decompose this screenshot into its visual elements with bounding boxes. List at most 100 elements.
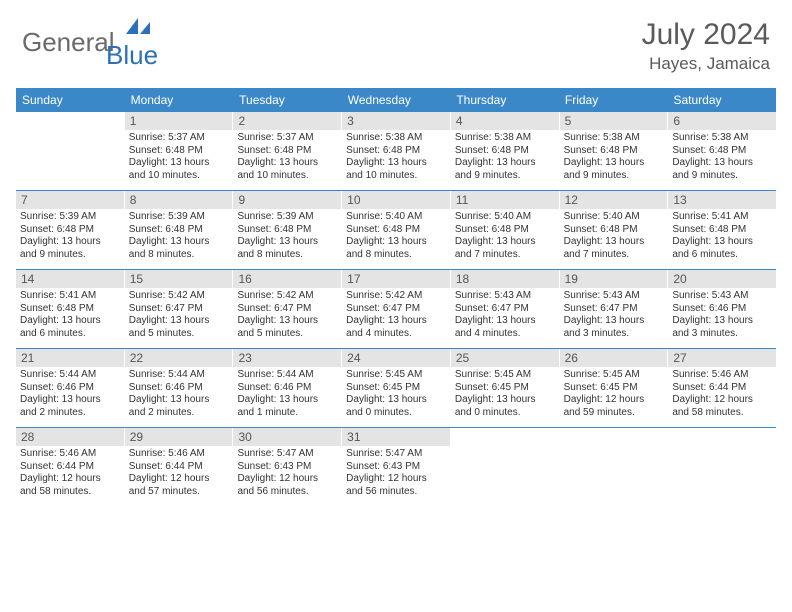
calendar-cell <box>450 428 559 506</box>
sunrise-text: Sunrise: 5:42 AM <box>237 290 337 303</box>
sunrise-text: Sunrise: 5:47 AM <box>346 448 446 461</box>
calendar-week-row: 14Sunrise: 5:41 AMSunset: 6:48 PMDayligh… <box>16 269 776 348</box>
calendar-cell: 2Sunrise: 5:37 AMSunset: 6:48 PMDaylight… <box>232 112 341 190</box>
daylight-text-2: and 58 minutes. <box>20 486 120 499</box>
location-subtitle: Hayes, Jamaica <box>642 54 770 74</box>
day-number: 12 <box>560 191 668 209</box>
calendar-cell: 3Sunrise: 5:38 AMSunset: 6:48 PMDaylight… <box>341 112 450 190</box>
daylight-text-1: Daylight: 13 hours <box>20 236 120 249</box>
sunrise-text: Sunrise: 5:44 AM <box>129 369 229 382</box>
calendar-cell: 5Sunrise: 5:38 AMSunset: 6:48 PMDaylight… <box>559 112 668 190</box>
day-number: 11 <box>451 191 559 209</box>
daylight-text-2: and 8 minutes. <box>346 249 446 262</box>
daylight-text-1: Daylight: 13 hours <box>129 236 229 249</box>
daylight-text-2: and 5 minutes. <box>129 328 229 341</box>
day-number: 14 <box>16 270 124 288</box>
calendar-cell: 16Sunrise: 5:42 AMSunset: 6:47 PMDayligh… <box>232 270 341 348</box>
day-number: 15 <box>125 270 233 288</box>
daylight-text-2: and 56 minutes. <box>237 486 337 499</box>
calendar: Sunday Monday Tuesday Wednesday Thursday… <box>16 88 776 506</box>
weekday-header-row: Sunday Monday Tuesday Wednesday Thursday… <box>16 88 776 112</box>
calendar-week-row: 21Sunrise: 5:44 AMSunset: 6:46 PMDayligh… <box>16 348 776 427</box>
daylight-text-1: Daylight: 12 hours <box>564 394 664 407</box>
sunset-text: Sunset: 6:45 PM <box>455 382 555 395</box>
day-details: Sunrise: 5:40 AMSunset: 6:48 PMDaylight:… <box>342 209 450 265</box>
daylight-text-1: Daylight: 13 hours <box>455 394 555 407</box>
day-number: 23 <box>233 349 341 367</box>
sunset-text: Sunset: 6:48 PM <box>20 224 120 237</box>
sunrise-text: Sunrise: 5:38 AM <box>672 132 772 145</box>
daylight-text-2: and 7 minutes. <box>564 249 664 262</box>
day-details: Sunrise: 5:38 AMSunset: 6:48 PMDaylight:… <box>668 130 776 186</box>
daylight-text-1: Daylight: 13 hours <box>455 315 555 328</box>
sunset-text: Sunset: 6:45 PM <box>346 382 446 395</box>
calendar-cell: 30Sunrise: 5:47 AMSunset: 6:43 PMDayligh… <box>232 428 341 506</box>
sunset-text: Sunset: 6:48 PM <box>672 224 772 237</box>
day-details: Sunrise: 5:45 AMSunset: 6:45 PMDaylight:… <box>560 367 668 423</box>
day-number: 8 <box>125 191 233 209</box>
sunrise-text: Sunrise: 5:38 AM <box>455 132 555 145</box>
day-details: Sunrise: 5:44 AMSunset: 6:46 PMDaylight:… <box>125 367 233 423</box>
day-number: 10 <box>342 191 450 209</box>
sunrise-text: Sunrise: 5:47 AM <box>237 448 337 461</box>
calendar-cell: 13Sunrise: 5:41 AMSunset: 6:48 PMDayligh… <box>667 191 776 269</box>
day-number: 2 <box>233 112 341 130</box>
daylight-text-2: and 6 minutes. <box>20 328 120 341</box>
day-details: Sunrise: 5:41 AMSunset: 6:48 PMDaylight:… <box>668 209 776 265</box>
day-details: Sunrise: 5:42 AMSunset: 6:47 PMDaylight:… <box>233 288 341 344</box>
daylight-text-1: Daylight: 13 hours <box>564 315 664 328</box>
day-details: Sunrise: 5:39 AMSunset: 6:48 PMDaylight:… <box>233 209 341 265</box>
daylight-text-2: and 0 minutes. <box>455 407 555 420</box>
daylight-text-2: and 10 minutes. <box>346 170 446 183</box>
calendar-cell: 14Sunrise: 5:41 AMSunset: 6:48 PMDayligh… <box>16 270 124 348</box>
calendar-cell: 22Sunrise: 5:44 AMSunset: 6:46 PMDayligh… <box>124 349 233 427</box>
weekday-header: Saturday <box>667 88 776 112</box>
day-number: 25 <box>451 349 559 367</box>
brand-sail-icon <box>124 16 152 36</box>
sunrise-text: Sunrise: 5:41 AM <box>20 290 120 303</box>
day-details: Sunrise: 5:44 AMSunset: 6:46 PMDaylight:… <box>233 367 341 423</box>
brand-text-general: General <box>22 27 115 58</box>
day-details: Sunrise: 5:43 AMSunset: 6:46 PMDaylight:… <box>668 288 776 344</box>
day-details: Sunrise: 5:41 AMSunset: 6:48 PMDaylight:… <box>16 288 124 344</box>
daylight-text-2: and 1 minute. <box>237 407 337 420</box>
sunrise-text: Sunrise: 5:46 AM <box>129 448 229 461</box>
calendar-cell: 18Sunrise: 5:43 AMSunset: 6:47 PMDayligh… <box>450 270 559 348</box>
day-number: 16 <box>233 270 341 288</box>
sunset-text: Sunset: 6:46 PM <box>20 382 120 395</box>
sunset-text: Sunset: 6:46 PM <box>129 382 229 395</box>
daylight-text-2: and 10 minutes. <box>237 170 337 183</box>
page-header: General Blue July 2024 Hayes, Jamaica <box>0 0 792 82</box>
sunset-text: Sunset: 6:48 PM <box>346 145 446 158</box>
calendar-week-row: 28Sunrise: 5:46 AMSunset: 6:44 PMDayligh… <box>16 427 776 506</box>
daylight-text-1: Daylight: 13 hours <box>237 157 337 170</box>
day-details: Sunrise: 5:43 AMSunset: 6:47 PMDaylight:… <box>451 288 559 344</box>
sunset-text: Sunset: 6:48 PM <box>672 145 772 158</box>
sunset-text: Sunset: 6:44 PM <box>672 382 772 395</box>
sunset-text: Sunset: 6:47 PM <box>564 303 664 316</box>
day-details: Sunrise: 5:42 AMSunset: 6:47 PMDaylight:… <box>342 288 450 344</box>
sunset-text: Sunset: 6:43 PM <box>237 461 337 474</box>
daylight-text-2: and 5 minutes. <box>237 328 337 341</box>
calendar-cell: 31Sunrise: 5:47 AMSunset: 6:43 PMDayligh… <box>341 428 450 506</box>
sunset-text: Sunset: 6:48 PM <box>237 145 337 158</box>
sunrise-text: Sunrise: 5:43 AM <box>455 290 555 303</box>
day-number: 9 <box>233 191 341 209</box>
calendar-cell <box>559 428 668 506</box>
daylight-text-2: and 3 minutes. <box>672 328 772 341</box>
daylight-text-1: Daylight: 13 hours <box>20 394 120 407</box>
sunrise-text: Sunrise: 5:42 AM <box>129 290 229 303</box>
day-number: 18 <box>451 270 559 288</box>
sunrise-text: Sunrise: 5:44 AM <box>237 369 337 382</box>
sunset-text: Sunset: 6:46 PM <box>672 303 772 316</box>
day-details: Sunrise: 5:39 AMSunset: 6:48 PMDaylight:… <box>125 209 233 265</box>
day-number: 17 <box>342 270 450 288</box>
calendar-cell: 23Sunrise: 5:44 AMSunset: 6:46 PMDayligh… <box>232 349 341 427</box>
sunrise-text: Sunrise: 5:38 AM <box>564 132 664 145</box>
sunrise-text: Sunrise: 5:43 AM <box>564 290 664 303</box>
sunrise-text: Sunrise: 5:42 AM <box>346 290 446 303</box>
daylight-text-1: Daylight: 13 hours <box>20 315 120 328</box>
daylight-text-2: and 7 minutes. <box>455 249 555 262</box>
daylight-text-1: Daylight: 13 hours <box>564 236 664 249</box>
weekday-header: Tuesday <box>233 88 342 112</box>
